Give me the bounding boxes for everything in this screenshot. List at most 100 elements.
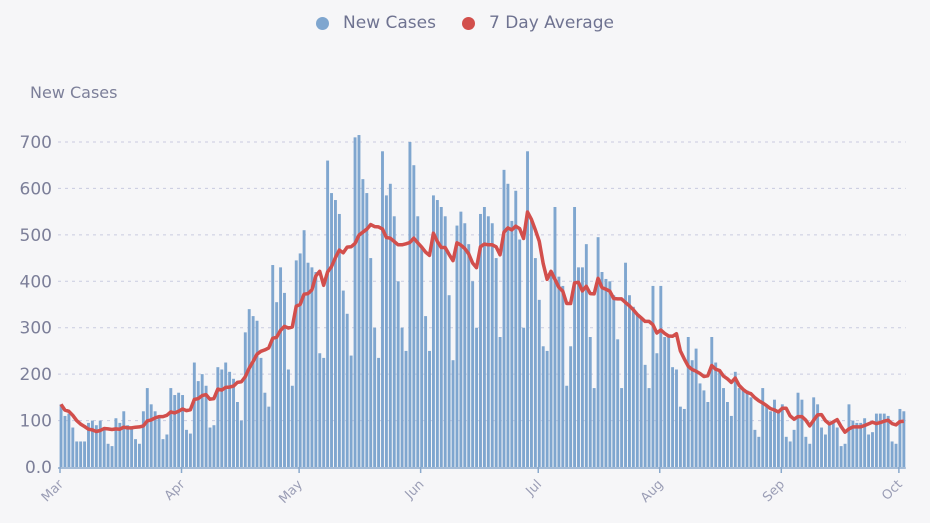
bar-new-cases: [365, 193, 369, 468]
y-tick-label: 500: [20, 226, 52, 246]
bar-new-cases: [236, 402, 239, 467]
bar-new-cases: [839, 446, 843, 467]
bar-new-cases: [835, 427, 839, 467]
bar-new-cases: [400, 327, 404, 467]
bar-new-cases: [79, 441, 83, 467]
bar-new-cases: [514, 190, 518, 467]
bar-new-cases: [847, 404, 851, 467]
legend-7-day-average[interactable]: 7 Day Average: [461, 13, 614, 33]
bar-new-cases: [141, 411, 145, 467]
bar-new-cases: [784, 436, 788, 467]
bar-new-cases: [369, 258, 373, 467]
bar-new-cases: [384, 195, 388, 467]
bar-new-cases: [545, 350, 549, 467]
bar-new-cases: [698, 383, 702, 467]
bar-new-cases: [588, 337, 592, 467]
bar-new-cases: [459, 211, 463, 467]
bar-new-cases: [482, 207, 486, 467]
x-tick-label: Jun: [402, 477, 428, 503]
bar-new-cases: [769, 411, 773, 467]
bar-new-cases: [153, 411, 157, 467]
bar-new-cases: [224, 362, 228, 467]
bar-new-cases: [94, 425, 98, 467]
bar-new-cases: [251, 316, 255, 467]
bar-new-cases: [820, 427, 823, 467]
bar-new-cases: [549, 272, 553, 467]
bar-new-cases: [898, 408, 902, 467]
bar-new-cases: [600, 272, 604, 467]
bar-new-cases: [863, 418, 867, 467]
bar-new-cases: [702, 390, 706, 467]
bar-new-cases: [435, 200, 439, 468]
bar-new-cases: [298, 253, 302, 467]
bar-new-cases: [173, 395, 177, 467]
bar-new-cases: [188, 433, 192, 467]
bar-new-cases: [631, 306, 635, 467]
bar-new-cases: [710, 337, 714, 467]
bar-new-cases: [690, 360, 694, 467]
x-tick-label: May: [276, 477, 306, 507]
x-tick-label: Oct: [879, 477, 906, 504]
bar-new-cases: [290, 385, 294, 467]
bar-new-cases: [90, 420, 94, 467]
bar-new-cases: [859, 422, 863, 467]
bar-new-cases: [855, 422, 859, 467]
bar-new-cases: [604, 278, 608, 467]
bar-new-cases: [204, 385, 208, 467]
bar-new-cases: [792, 429, 796, 467]
bar-new-cases: [463, 223, 467, 467]
bar-new-cases: [243, 332, 247, 467]
bar-new-cases: [239, 420, 243, 467]
bar-new-cases: [279, 267, 283, 467]
bar-new-cases: [526, 151, 529, 468]
bar-new-cases: [569, 346, 573, 467]
bar-new-cases: [98, 420, 102, 467]
y-tick-label: 600: [20, 179, 52, 199]
legend-new-cases[interactable]: New Cases: [316, 13, 436, 33]
bar-new-cases: [259, 357, 263, 467]
bar-new-cases: [102, 427, 106, 467]
bar-new-cases: [126, 425, 130, 467]
bar-new-cases: [541, 346, 545, 467]
bar-new-cases: [737, 388, 741, 467]
bar-new-cases: [145, 388, 149, 467]
bar-new-cases: [263, 392, 267, 467]
bar-new-cases: [886, 415, 890, 467]
bar-new-cases: [353, 137, 357, 467]
y-axis-title: New Cases: [30, 83, 117, 102]
bar-new-cases: [349, 355, 353, 467]
y-tick-label: 300: [20, 319, 52, 339]
bar-new-cases: [471, 281, 475, 467]
bar-new-cases: [220, 369, 224, 467]
bar-new-cases: [827, 422, 831, 467]
bar-new-cases: [749, 397, 753, 467]
bar-new-cases: [181, 395, 185, 467]
bar-new-cases: [302, 230, 306, 467]
bar-new-cases: [83, 441, 87, 467]
bar-new-cases: [675, 369, 678, 467]
bar-new-cases: [494, 258, 498, 467]
bar-new-cases: [283, 292, 286, 467]
bar-new-cases: [404, 350, 408, 467]
bar-new-cases: [424, 316, 428, 467]
bar-new-cases: [337, 213, 341, 467]
bar-new-cases: [232, 378, 235, 467]
bar-new-cases: [212, 425, 216, 467]
average-dot-icon: [461, 16, 475, 30]
bar-new-cases: [114, 418, 118, 467]
bar-new-cases: [388, 183, 392, 468]
bar-new-cases: [330, 193, 333, 468]
bar-new-cases: [157, 418, 161, 467]
bar-new-cases: [557, 276, 561, 467]
bar-new-cases: [902, 411, 906, 467]
bar-new-cases: [573, 207, 577, 467]
bar-new-cases: [498, 337, 502, 467]
bar-new-cases: [518, 239, 522, 467]
bar-new-cases: [357, 135, 361, 468]
bar-new-cases: [208, 427, 212, 467]
bar-new-cases: [796, 392, 800, 467]
bar-new-cases: [824, 434, 827, 467]
bar-new-cases: [686, 337, 690, 467]
bar-new-cases: [831, 422, 835, 467]
bar-new-cases: [138, 443, 141, 467]
